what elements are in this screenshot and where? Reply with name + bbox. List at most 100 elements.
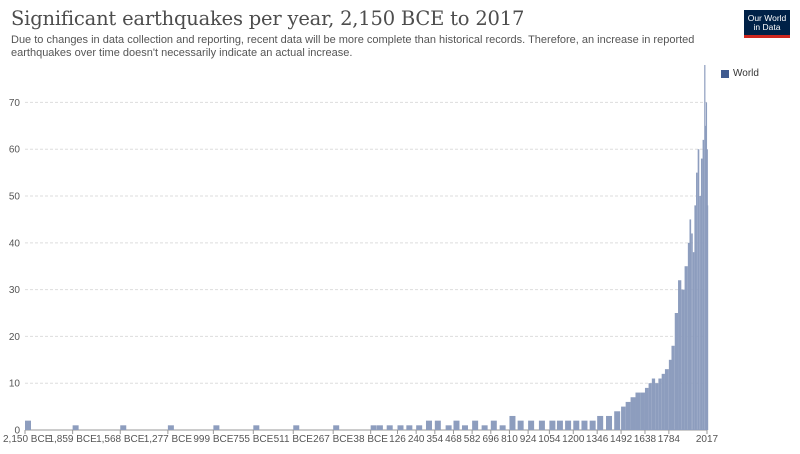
bar [538,420,545,430]
y-tick-label: 10 [9,379,21,390]
bar [386,425,393,430]
x-tick-label: 240 [408,434,425,445]
bar [397,425,404,430]
x-tick-label: 511 BCE [274,434,314,445]
x-tick-label: 1492 [610,434,633,445]
bar [25,420,31,430]
y-tick-label: 70 [9,98,21,109]
bar [581,420,588,430]
bar [635,392,641,430]
bar [597,415,604,430]
bar [416,425,423,430]
x-tick-label: 354 [426,434,443,445]
bar [648,383,652,430]
bar [694,205,697,430]
bar [678,280,682,430]
bar [704,65,706,430]
bar [517,420,524,430]
y-tick-label: 0 [14,426,20,437]
logo-line-2: in Data [753,22,781,32]
bar [556,420,563,430]
bar [625,401,631,430]
y-tick-label: 40 [9,238,21,249]
bar [671,345,675,430]
bar [702,139,705,430]
bar [213,425,220,430]
bar [370,425,377,430]
x-tick-label: 1054 [538,434,561,445]
bar [691,233,693,430]
bar [434,420,441,430]
x-tick-label: 38 BCE [353,434,388,445]
bar [661,373,665,430]
bar [606,415,613,430]
bar [697,149,700,430]
bar [687,242,690,430]
bar [499,425,506,430]
bar [253,425,260,430]
x-tick-label: 468 [445,434,462,445]
bar [700,158,703,431]
bar [120,425,127,430]
bar [72,425,79,430]
bar [707,205,709,430]
logo-accent-bar [744,35,790,38]
bar [651,378,656,430]
bar [699,196,701,430]
bar [674,313,679,430]
bars-world [25,65,709,431]
x-tick-label: 126 [389,434,406,445]
x-tick-label: 2,150 BCE [3,434,52,445]
y-axis: 0 10 20 30 40 50 60 70 [9,98,21,437]
bar [509,415,516,430]
x-tick-label: 267 BCE [313,434,353,445]
bar [528,420,535,430]
legend-label-world: World [733,68,759,79]
bar [425,420,432,430]
bar [565,420,572,430]
bar [664,369,669,430]
y-tick-label: 20 [9,332,21,343]
x-tick-label: 582 [464,434,481,445]
legend[interactable]: World [721,68,759,79]
bar [406,425,413,430]
chart-title: Significant earthquakes per year, 2,150 … [11,7,525,30]
grid-lines [25,101,707,431]
bar [481,425,488,430]
bar [705,125,707,430]
bar [658,378,662,430]
bar [655,383,659,430]
bar [445,425,452,430]
bar [333,425,340,430]
y-tick-label: 30 [9,285,21,296]
x-tick-label: 1784 [658,434,681,445]
x-tick-label: 1,859 BCE [48,434,97,445]
x-tick-label: 1346 [586,434,609,445]
bar [621,406,626,430]
x-tick-label: 924 [520,434,537,445]
bar [681,289,685,430]
x-tick-label: 1200 [562,434,585,445]
bar [684,266,688,430]
bar [293,425,300,430]
bar [696,172,698,430]
bar [376,425,383,430]
x-tick-label: 696 [482,434,499,445]
logo-line-1: Our World [747,13,787,23]
x-tick-label: 1638 [634,434,657,445]
legend-swatch-world [721,69,729,78]
bar [692,252,695,430]
owid-logo[interactable]: Our World in Data [744,10,790,38]
bar [549,420,556,430]
bar [472,420,479,430]
bar [614,411,621,430]
bar [630,397,636,430]
bar [640,392,645,430]
x-tick-label: 2017 [696,434,719,445]
x-tick-label: 810 [501,434,518,445]
bar [589,420,596,430]
bar [490,420,497,430]
y-tick-label: 50 [9,192,21,203]
